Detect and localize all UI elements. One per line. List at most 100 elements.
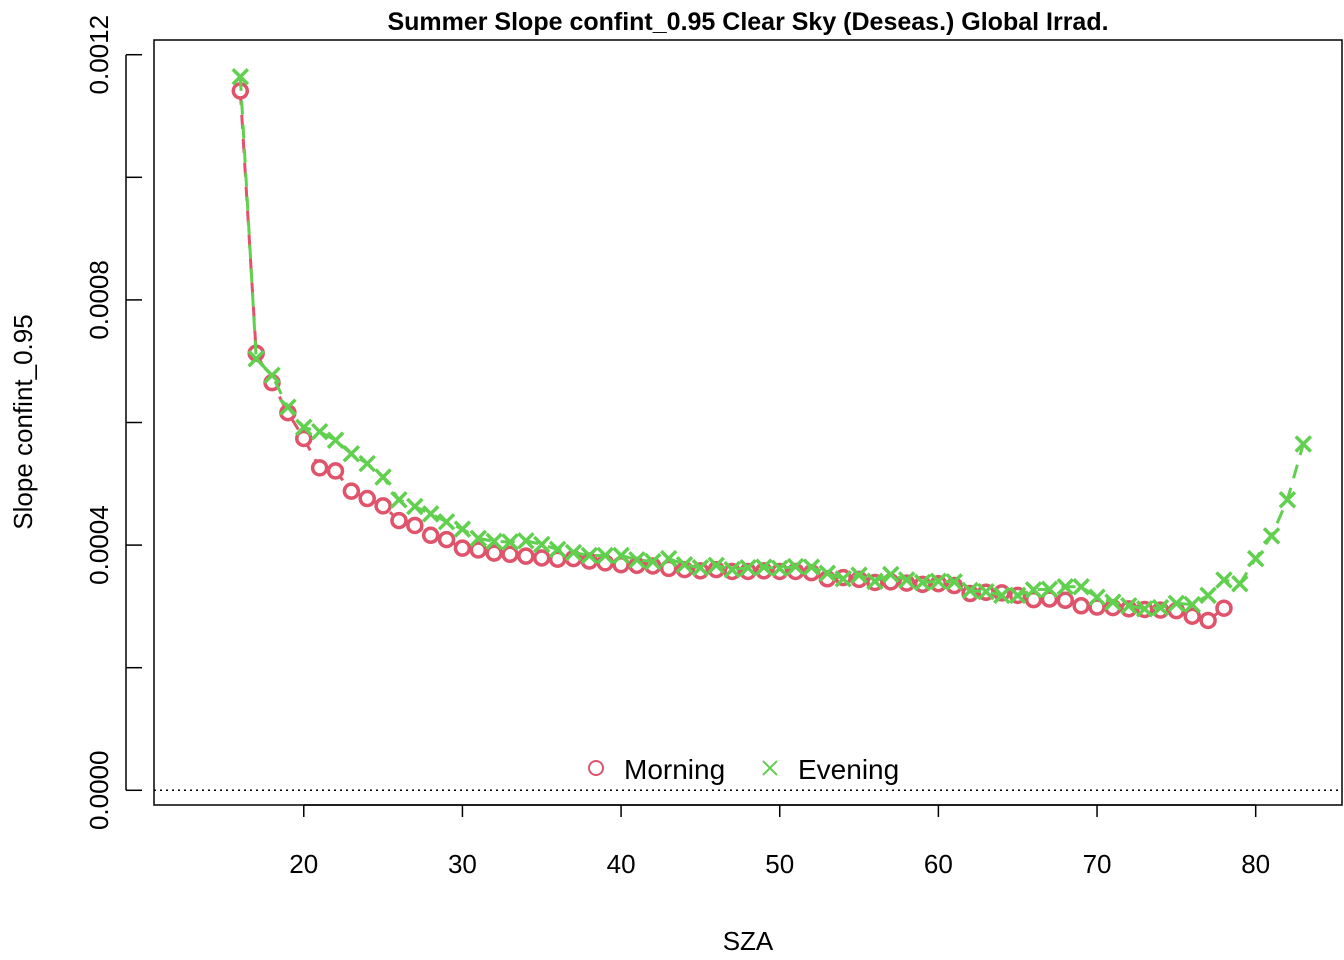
- data-point-morning: [1199, 611, 1217, 630]
- data-point-morning: [1215, 599, 1233, 617]
- data-point-evening: [485, 532, 503, 551]
- data-point-morning: [1024, 590, 1043, 609]
- series-morning: [231, 82, 1233, 630]
- y-axis-title: Slope confint_0.95: [8, 314, 38, 529]
- x-axis-title: SZA: [723, 926, 774, 956]
- legend-label-morning: Morning: [624, 754, 725, 785]
- data-point-evening: [612, 546, 630, 565]
- data-point-evening: [263, 366, 281, 385]
- data-point-evening: [1088, 588, 1106, 606]
- data-point-evening: [755, 558, 773, 576]
- data-point-evening: [390, 490, 408, 509]
- data-point-evening: [279, 398, 297, 416]
- data-point-evening: [437, 513, 456, 531]
- data-point-evening: [1262, 527, 1281, 545]
- x-tick-label: 70: [1083, 849, 1112, 879]
- data-point-evening: [406, 497, 424, 516]
- data-point-morning: [1183, 607, 1201, 625]
- data-point-morning: [659, 559, 678, 578]
- data-point-morning: [517, 547, 535, 565]
- data-point-evening: [707, 556, 726, 575]
- legend-symbol-evening: [762, 760, 778, 776]
- data-point-evening: [644, 552, 662, 571]
- data-point-morning: [421, 526, 440, 545]
- data-point-evening: [1151, 598, 1170, 617]
- data-point-morning: [310, 459, 329, 477]
- x-tick-label: 60: [924, 849, 953, 879]
- data-point-evening: [421, 505, 440, 523]
- legend-label-evening: Evening: [798, 754, 899, 785]
- data-point-morning: [533, 549, 551, 567]
- data-point-evening: [533, 535, 551, 554]
- data-point-evening: [1199, 586, 1217, 605]
- data-point-evening: [834, 570, 852, 588]
- data-point-evening: [1215, 571, 1233, 589]
- series-line-morning: [238, 90, 1225, 623]
- data-point-morning: [374, 497, 392, 515]
- legend-symbol-morning: [588, 760, 604, 776]
- legend: Morning Evening: [588, 754, 899, 785]
- y-axis: 0.0000 0.0004 0.0008 0.0012: [84, 15, 142, 830]
- data-point-evening: [1104, 593, 1122, 611]
- data-point-evening: [453, 520, 472, 538]
- data-point-evening: [929, 572, 948, 590]
- data-point-evening: [739, 559, 757, 577]
- data-point-evening: [1040, 580, 1059, 598]
- data-point-morning: [1088, 598, 1106, 616]
- data-point-evening: [596, 546, 614, 565]
- data-point-evening: [770, 559, 789, 578]
- data-point-evening: [342, 445, 361, 463]
- data-point-evening: [977, 582, 995, 601]
- x-tick-label: 40: [607, 849, 636, 879]
- plot-frame: [153, 39, 1343, 806]
- data-point-evening: [1120, 597, 1138, 615]
- y-tick-label: 0.0008: [84, 260, 114, 340]
- data-point-evening: [564, 543, 583, 562]
- data-point-morning: [1056, 591, 1075, 610]
- chart-title: Summer Slope confint_0.95 Clear Sky (Des…: [387, 8, 1108, 36]
- data-point-evening: [961, 581, 979, 600]
- data-point-evening: [295, 418, 313, 437]
- data-point-evening: [1183, 595, 1201, 614]
- data-point-evening: [1231, 574, 1249, 593]
- data-point-evening: [1056, 578, 1075, 596]
- data-point-morning: [406, 516, 424, 535]
- series-evening: [231, 68, 1313, 618]
- data-point-evening: [310, 422, 329, 441]
- data-point-evening: [580, 546, 599, 565]
- data-point-evening: [548, 540, 567, 559]
- data-point-morning: [485, 544, 503, 562]
- data-point-evening: [866, 572, 884, 590]
- data-point-evening: [850, 566, 868, 584]
- x-axis: 20 30 40 50 60 70 80: [289, 804, 1270, 879]
- data-point-evening: [358, 454, 376, 473]
- data-point-evening: [897, 571, 916, 589]
- data-point-morning: [770, 562, 789, 581]
- data-point-evening: [802, 558, 821, 576]
- data-point-evening: [247, 350, 265, 368]
- data-point-morning: [342, 482, 361, 500]
- data-point-evening: [882, 565, 900, 584]
- data-point-evening: [786, 557, 805, 576]
- data-point-morning: [548, 550, 567, 568]
- data-point-evening: [691, 559, 710, 577]
- data-point-morning: [469, 541, 488, 559]
- data-point-evening: [818, 564, 837, 583]
- y-tick-label: 0.0012: [84, 15, 114, 95]
- data-point-evening: [1072, 578, 1090, 596]
- data-point-evening: [675, 555, 694, 574]
- data-point-evening: [1024, 581, 1043, 599]
- data-point-evening: [501, 533, 519, 551]
- x-tick-label: 80: [1241, 849, 1270, 879]
- data-point-evening: [517, 532, 535, 550]
- data-point-evening: [374, 468, 392, 486]
- data-point-evening: [659, 549, 678, 568]
- series-layer: [231, 68, 1313, 630]
- data-point-evening: [1246, 549, 1265, 568]
- data-point-evening: [993, 586, 1011, 605]
- data-point-evening: [945, 573, 963, 591]
- data-point-evening: [1135, 600, 1154, 618]
- data-point-evening: [326, 431, 345, 450]
- data-point-morning: [358, 489, 376, 508]
